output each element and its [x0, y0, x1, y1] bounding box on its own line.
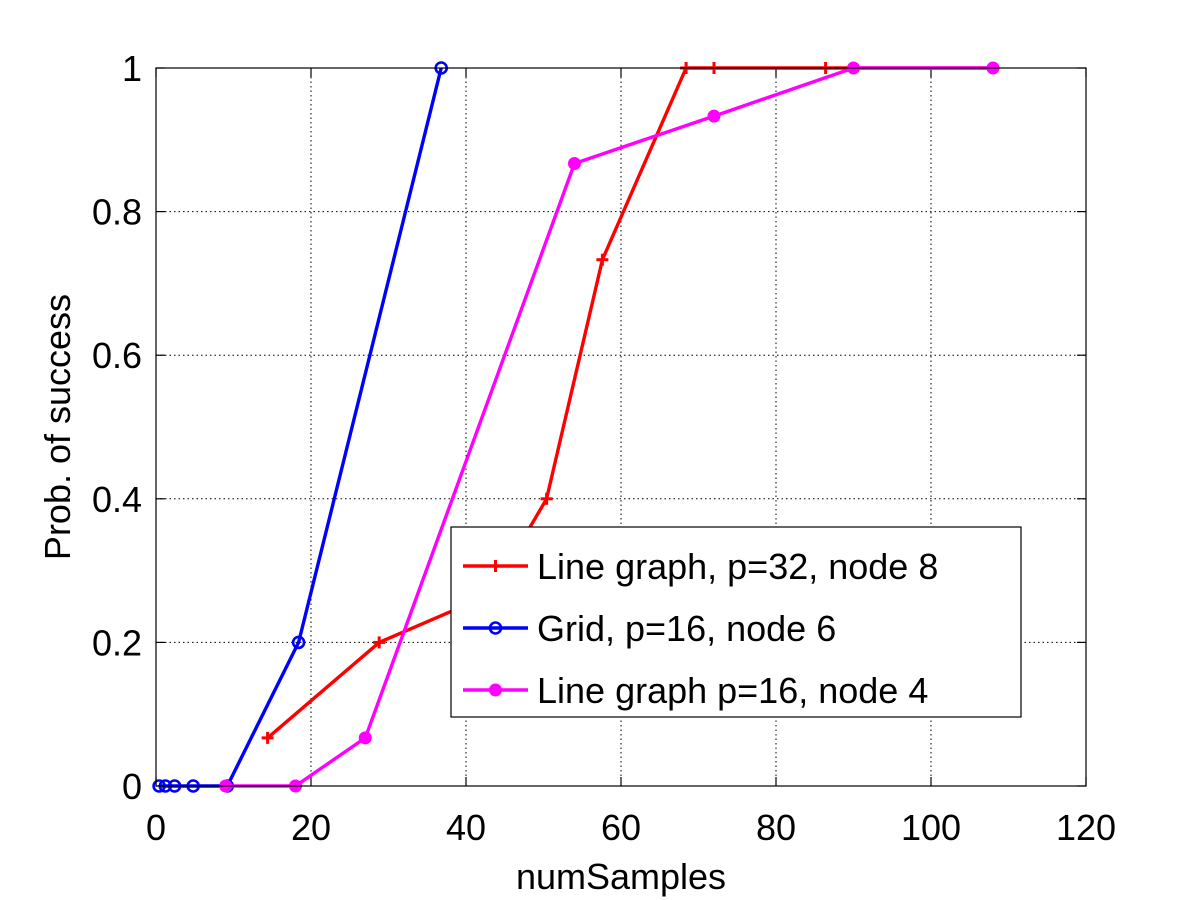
- data-point: [596, 253, 609, 266]
- x-tick-label: 120: [1056, 807, 1116, 848]
- x-tick-label: 80: [756, 807, 796, 848]
- data-point: [358, 731, 372, 745]
- x-tick-label: 20: [291, 807, 331, 848]
- legend-marker: [489, 683, 502, 697]
- data-point: [540, 492, 553, 505]
- data-point: [707, 109, 721, 123]
- x-tick-label: 60: [601, 807, 641, 848]
- x-tick-label: 40: [446, 807, 486, 848]
- legend-box: [450, 526, 1022, 718]
- axes-frame: [155, 67, 1087, 787]
- y-tick-label: 1: [122, 48, 142, 89]
- y-tick-label: 0.8: [92, 192, 142, 233]
- legend-label: Line graph p=16, node 4: [537, 670, 928, 711]
- legend-marker: [488, 621, 503, 635]
- y-tick-label: 0.4: [92, 479, 142, 520]
- legend-label: Line graph, p=32, node 8: [537, 546, 938, 587]
- legend: Line graph, p=32, node 8 Grid, p=16, node…: [450, 526, 1022, 718]
- legend-label: Grid, p=16, node 6: [537, 608, 836, 649]
- legend-entry: Line graph, p=32, node 8: [463, 546, 938, 587]
- data-point: [291, 635, 306, 650]
- data-point: [261, 731, 274, 744]
- x-axis-title: numSamples: [516, 856, 726, 897]
- tick-labels: 0 20 40 60 80 100 120 0 0.2 0.4 0.6 0.8 1: [92, 48, 1116, 848]
- x-tick-label: 100: [901, 807, 961, 848]
- y-tick-label: 0: [122, 766, 142, 807]
- y-tick-label: 0.6: [92, 335, 142, 376]
- legend-entry: Grid, p=16, node 6: [463, 608, 836, 649]
- y-tick-label: 0.2: [92, 622, 142, 663]
- data-point: [568, 156, 581, 170]
- legend-marker: [489, 560, 502, 572]
- y-axis-title: Prob. of success: [37, 294, 78, 560]
- x-tick-label: 0: [146, 807, 166, 848]
- data-point: [373, 636, 386, 649]
- legend-entry: Line graph p=16, node 4: [463, 670, 928, 711]
